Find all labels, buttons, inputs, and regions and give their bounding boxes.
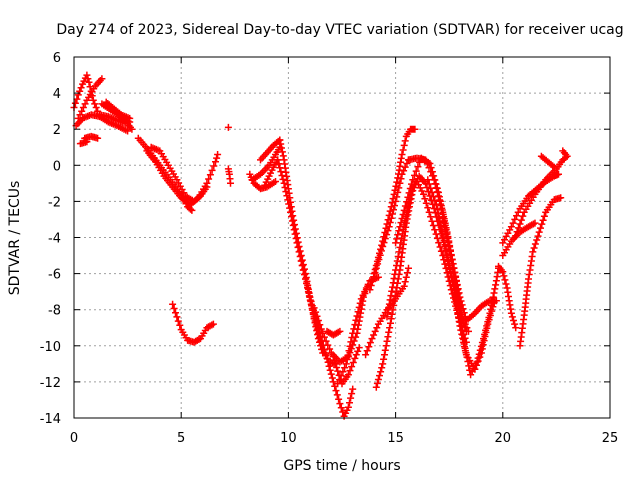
series-arc13	[224, 123, 232, 131]
series-arc34	[439, 214, 502, 379]
series-arc11	[147, 143, 211, 205]
series-arc35	[495, 262, 520, 332]
series-arc20	[274, 156, 340, 368]
series-arc21	[297, 257, 357, 420]
y-tick-label: 4	[53, 87, 61, 102]
y-tick-label: -4	[48, 232, 61, 247]
series-arc17	[261, 156, 282, 189]
series-arc36	[499, 170, 562, 247]
series-arc8	[102, 98, 134, 122]
y-tick-label: -14	[40, 412, 61, 427]
series-arc14	[224, 165, 234, 187]
y-tick-label: -10	[40, 340, 61, 355]
series-arc2	[72, 111, 132, 135]
y-tick-label: 6	[53, 51, 61, 66]
series-arc23	[323, 327, 344, 339]
series-arc38	[512, 152, 571, 240]
series-arc28	[370, 125, 419, 278]
y-tick-label: -2	[48, 195, 61, 210]
y-axis-label: SDTVAR / TECUs	[7, 181, 23, 296]
y-tick-label: -8	[48, 304, 61, 319]
y-tick-label: 2	[53, 123, 61, 138]
y-tick-label: -12	[40, 376, 61, 391]
series-arc5	[76, 138, 91, 148]
plot-frame	[73, 56, 611, 419]
series-arc16	[248, 143, 284, 184]
series-arc4	[81, 132, 102, 142]
series-arc3	[74, 75, 106, 122]
series-arc12	[169, 300, 217, 346]
series-arc40	[537, 152, 558, 171]
x-tick-label: 0	[70, 431, 78, 446]
series-arc39	[516, 194, 565, 350]
data-points	[70, 71, 571, 420]
y-tick-label: 0	[53, 159, 61, 174]
x-tick-label: 5	[177, 431, 185, 446]
series-arc41	[559, 147, 571, 160]
y-tick-label: -6	[48, 268, 61, 283]
series-arc18	[257, 136, 284, 164]
x-axis-label: GPS time / hours	[283, 458, 400, 474]
x-tick-label: 25	[602, 431, 619, 446]
series-arc15	[246, 170, 279, 193]
chart-title: Day 274 of 2023, Sidereal Day-to-day VTE…	[56, 22, 623, 38]
x-tick-label: 10	[280, 431, 297, 446]
x-tick-label: 15	[387, 431, 404, 446]
x-tick-label: 20	[495, 431, 512, 446]
